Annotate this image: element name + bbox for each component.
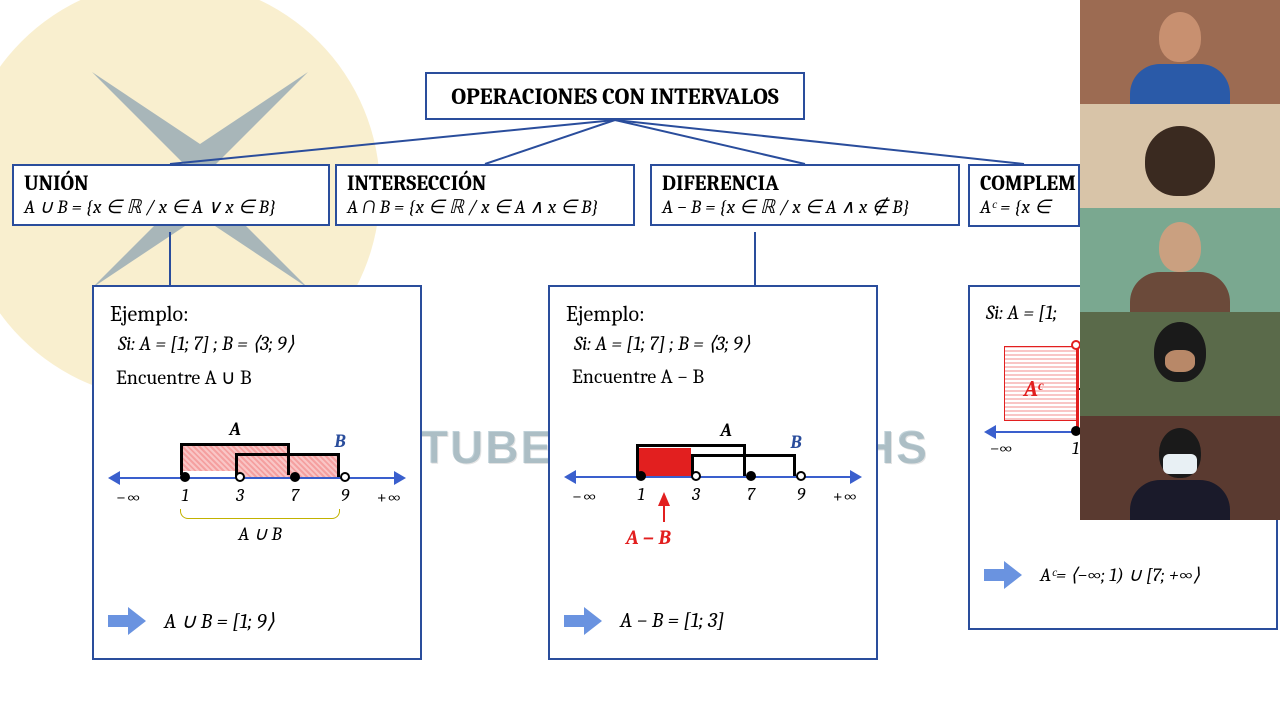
under-label: A ∪ B (180, 523, 340, 545)
ex-diff-find: Encuentre A − B (572, 365, 860, 388)
tick-9: 9 (791, 471, 811, 505)
pos-inf: +∞ (377, 487, 402, 508)
ex-union-find: Encuentre A ∪ B (116, 365, 404, 389)
tick-3: 3 (230, 472, 250, 506)
pos-inf: +∞ (833, 486, 858, 507)
neg-inf: −∞ (116, 487, 141, 508)
red-arrow-stem (663, 504, 665, 522)
comp-label: Aᶜ (1024, 376, 1043, 402)
tick-1: 1 (631, 471, 651, 505)
op-formula-union: A ∪ B = {x ∈ ℝ / x ∈ A ∨ x ∈ B} (24, 196, 318, 218)
ex-diff-result: A − B = [1; 3] (620, 609, 724, 633)
bracket-b-label: B (320, 431, 360, 452)
tick-7: 7 (285, 472, 305, 506)
ex-union-diagram: A B −∞ +∞ 1 3 7 9 A ∪ B (110, 405, 404, 555)
ex-union-result-row: A ∪ B = [1; 9⟩ (108, 608, 406, 634)
example-difference: Ejemplo: Si: A = [1; 7] ; B = ⟨3; 9⟩ Enc… (548, 285, 878, 660)
webcam-3[interactable] (1080, 208, 1280, 312)
webcam-sidebar (1080, 0, 1280, 520)
op-label-intersection: INTERSECCIÓN (347, 172, 623, 196)
webcam-4[interactable] (1080, 312, 1280, 416)
tick-1: 1 (175, 472, 195, 506)
comp-neg-inf: −∞ (990, 438, 1012, 459)
bracket-a-label: A (696, 420, 756, 441)
ex-diff-diagram: A B −∞ +∞ 1 3 7 9 A − B (566, 404, 860, 554)
bracket-a-label: A (180, 419, 290, 440)
tick-3: 3 (686, 471, 706, 505)
op-box-union: UNIÓN A ∪ B = {x ∈ ℝ / x ∈ A ∨ x ∈ B} (12, 164, 330, 226)
webcam-2[interactable] (1080, 104, 1280, 208)
ex-comp-result: Aᶜ= ⟨−∞; 1) ∪ [7; +∞⟩ (1040, 564, 1200, 587)
bracket-b-label: B (776, 432, 816, 453)
red-arrow-up (658, 492, 670, 506)
axis-arrow-right (394, 471, 406, 485)
ex-diff-heading: Ejemplo: (566, 301, 860, 327)
op-formula-difference: A − B = {x ∈ ℝ / x ∈ A ∧ x ∉ B} (662, 196, 948, 218)
example-union: Ejemplo: Si: A = [1; 7] ; B = ⟨3; 9⟩ Enc… (92, 285, 422, 660)
op-formula-complement: Aᶜ = {x ∈ (980, 196, 1068, 219)
under-brace (180, 509, 340, 519)
axis-line (566, 476, 860, 478)
axis-arrow-right (850, 470, 862, 484)
ex-union-given: Si: A = [1; 7] ; B = ⟨3; 9⟩ (118, 331, 404, 355)
ex-diff-result-row: A − B = [1; 3] (564, 608, 862, 634)
webcam-1[interactable] (1080, 0, 1280, 104)
comp-tick-1: 1 (1072, 438, 1079, 459)
op-box-difference: DIFERENCIA A − B = {x ∈ ℝ / x ∈ A ∧ x ∉ … (650, 164, 960, 226)
main-title: OPERACIONES CON INTERVALOS (425, 72, 805, 120)
tick-9: 9 (335, 472, 355, 506)
op-box-intersection: INTERSECCIÓN A ∩ B = {x ∈ ℝ / x ∈ A ∧ x … (335, 164, 635, 226)
tick-7: 7 (741, 471, 761, 505)
ex-diff-given: Si: A = [1; 7] ; B = ⟨3; 9⟩ (574, 331, 860, 355)
op-label-union: UNIÓN (24, 172, 318, 196)
ex-union-heading: Ejemplo: (110, 301, 404, 327)
arrow-icon (564, 608, 602, 634)
ex-comp-result-row: Aᶜ= ⟨−∞; 1) ∪ [7; +∞⟩ (984, 562, 1262, 588)
red-diff-label: A − B (626, 526, 671, 549)
axis-arrow-left (108, 471, 120, 485)
axis-line (110, 477, 404, 479)
comp-axis-arrow-left (984, 425, 996, 439)
ex-union-result: A ∪ B = [1; 9⟩ (164, 609, 275, 634)
op-label-complement: COMPLEM (980, 172, 1068, 196)
arrow-icon (108, 608, 146, 634)
op-formula-intersection: A ∩ B = {x ∈ ℝ / x ∈ A ∧ x ∈ B} (347, 196, 623, 218)
axis-arrow-left (564, 470, 576, 484)
op-label-difference: DIFERENCIA (662, 172, 948, 196)
webcam-5[interactable] (1080, 416, 1280, 520)
neg-inf: −∞ (572, 486, 597, 507)
main-title-text: OPERACIONES CON INTERVALOS (451, 83, 779, 110)
op-box-complement: COMPLEM Aᶜ = {x ∈ (968, 164, 1080, 227)
arrow-icon (984, 562, 1022, 588)
